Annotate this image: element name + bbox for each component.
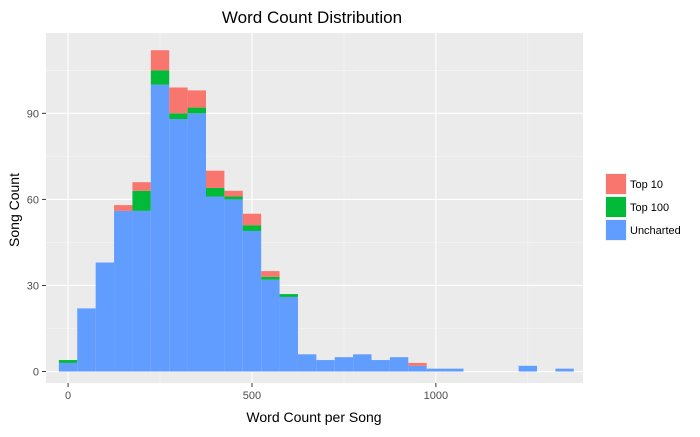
bar-uncharted-bin-850 [371, 360, 390, 372]
bar-top-100-bin-250 [150, 70, 170, 85]
bar-uncharted-bin-750 [334, 357, 354, 372]
x-tick-label: 0 [65, 390, 71, 402]
legend-label-uncharted: Uncharted [630, 225, 681, 237]
bar-uncharted-bin-550 [261, 279, 280, 372]
bar-top-100-bin-500 [242, 225, 262, 231]
legend-label-top-10: Top 10 [630, 179, 663, 191]
bar-uncharted-bin-900 [389, 357, 409, 372]
legend-label-top-100: Top 100 [630, 202, 669, 214]
bar-uncharted-bin-1250 [518, 365, 538, 372]
bar-uncharted-bin-450 [224, 199, 243, 372]
bar-top-100-bin-550 [261, 276, 280, 280]
bar-top-10-bin-950 [408, 362, 427, 366]
bar-uncharted-bin-600 [279, 296, 298, 372]
bar-top-100-bin-300 [169, 113, 188, 120]
bars-layer [58, 50, 574, 372]
legend-key-top-10 [606, 174, 626, 194]
bar-uncharted-bin-950 [408, 365, 427, 372]
bar-top-10-bin-250 [150, 50, 170, 71]
legend-key-uncharted [606, 220, 626, 240]
bar-top-10-bin-150 [114, 205, 133, 211]
bar-uncharted-bin-1050 [445, 368, 464, 372]
bar-top-10-bin-300 [169, 87, 188, 114]
bar-top-10-bin-350 [187, 90, 206, 108]
y-tick-label: 30 [27, 280, 39, 292]
bar-uncharted-bin-1350 [555, 368, 574, 372]
bar-top-100-bin-450 [224, 196, 243, 200]
bar-top-100-bin-400 [205, 187, 225, 197]
bar-uncharted-bin-300 [169, 119, 188, 372]
bar-uncharted-bin-700 [316, 360, 335, 372]
bar-uncharted-bin-0 [58, 362, 78, 372]
bar-uncharted-bin-1000 [426, 368, 446, 372]
x-tick-label: 1000 [424, 390, 448, 402]
bar-uncharted-bin-100 [95, 262, 115, 372]
chart-title: Word Count Distribution [222, 8, 402, 27]
bar-uncharted-bin-500 [242, 230, 262, 372]
x-tick-label: 500 [243, 390, 261, 402]
bar-top-100-bin-350 [187, 107, 206, 114]
bar-top-10-bin-500 [242, 213, 262, 226]
bar-top-100-bin-600 [279, 294, 298, 297]
y-tick-label: 0 [33, 367, 39, 379]
bar-top-10-bin-400 [205, 170, 225, 188]
legend: Top 10 Top 100 Uncharted [605, 173, 681, 241]
bar-top-10-bin-450 [224, 190, 243, 197]
x-axis-title: Word Count per Song [246, 409, 381, 425]
bar-uncharted-bin-350 [187, 113, 206, 372]
y-tick-label: 60 [27, 194, 39, 206]
bar-uncharted-bin-250 [150, 84, 170, 372]
bar-uncharted-bin-400 [205, 196, 225, 372]
bar-top-10-bin-550 [261, 271, 280, 277]
bar-uncharted-bin-50 [77, 308, 96, 372]
bar-top-100-bin-200 [132, 190, 151, 211]
axes-layer: 0 500 1000 0 30 60 90 [27, 108, 448, 402]
bar-uncharted-bin-650 [297, 354, 317, 372]
bar-uncharted-bin-800 [353, 354, 372, 372]
bar-top-100-bin-0 [58, 360, 78, 363]
y-axis-title: Song Count [6, 173, 22, 247]
bar-uncharted-bin-150 [114, 210, 133, 372]
bar-top-10-bin-200 [132, 182, 151, 191]
y-tick-label: 90 [27, 108, 39, 120]
bar-uncharted-bin-200 [132, 210, 151, 372]
legend-key-top-100 [606, 197, 626, 217]
